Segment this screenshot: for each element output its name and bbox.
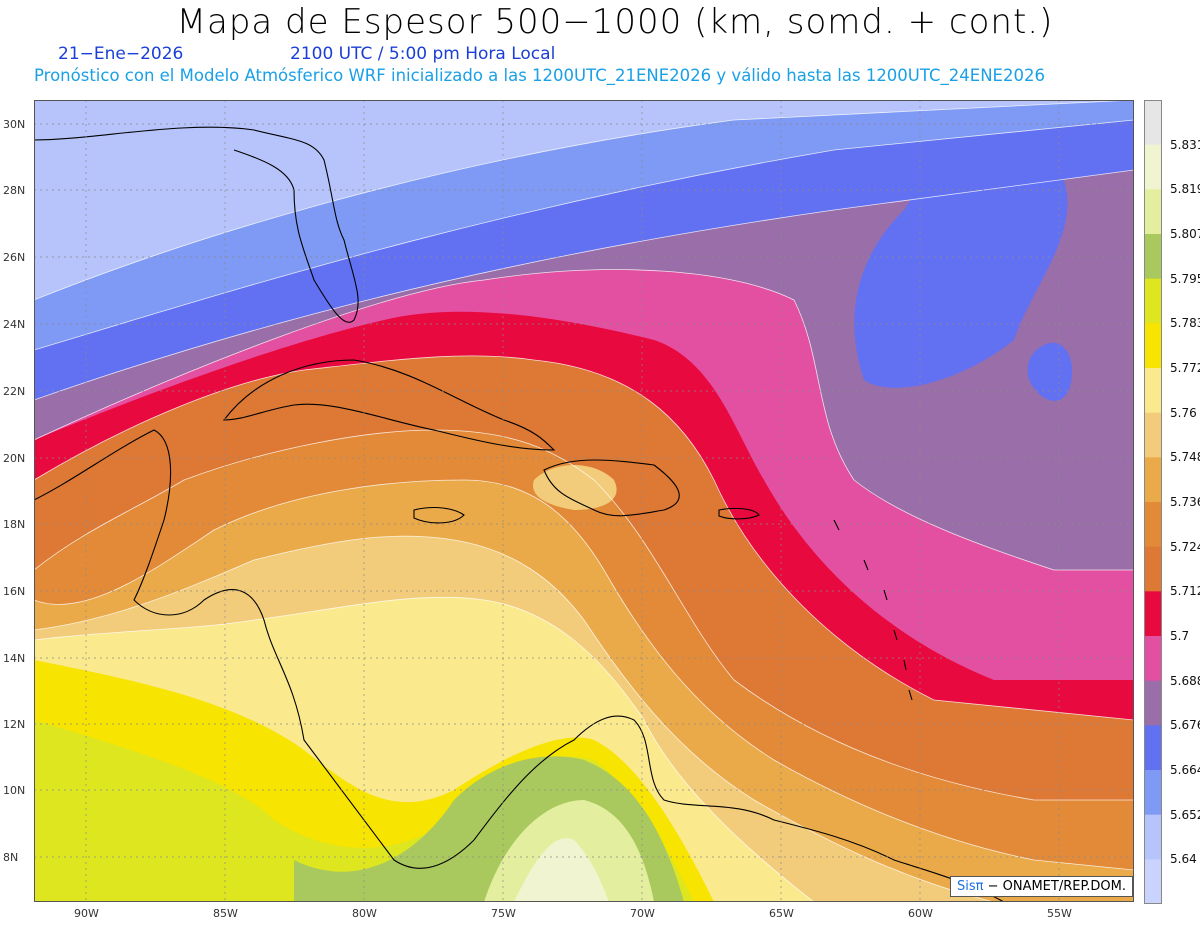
legend-swatch xyxy=(1144,189,1162,235)
lat-label: 26N xyxy=(3,251,26,264)
credit-text: − ONAMET/REP.DOM. xyxy=(983,879,1126,894)
puerto-rico-coast xyxy=(718,507,760,520)
legend-swatch xyxy=(1144,725,1162,771)
atlantic-low-small xyxy=(1027,342,1073,401)
legend-swatch xyxy=(1144,368,1162,414)
band-5819 xyxy=(514,838,609,902)
legend-value: 5.7 xyxy=(1170,629,1190,643)
lon-label: 70W xyxy=(630,907,655,920)
lon-label: 80W xyxy=(352,907,377,920)
legend-swatch xyxy=(1144,278,1162,324)
coastlines xyxy=(34,126,1005,902)
florida-coast xyxy=(34,126,359,323)
lat-label: 18N xyxy=(3,518,26,531)
lat-label: 14N xyxy=(3,652,26,665)
legend-swatch xyxy=(1144,814,1162,860)
legend-swatch xyxy=(1144,546,1162,592)
legend-value: 5.76 xyxy=(1170,405,1197,420)
thickness-map xyxy=(34,100,1134,902)
jamaica-coast xyxy=(413,506,465,524)
lesser-antilles xyxy=(833,519,913,701)
credit-brand: Sisπ xyxy=(956,879,984,894)
legend-value: 5.676 xyxy=(1170,718,1200,733)
legend-swatch xyxy=(1144,457,1162,503)
lat-label: 16N xyxy=(3,585,26,598)
legend-value: 5.748 xyxy=(1170,450,1200,465)
legend-value: 5.831 xyxy=(1170,137,1200,152)
lon-label: 55W xyxy=(1047,907,1072,920)
lat-label: 30N xyxy=(3,118,26,131)
lat-label: 24N xyxy=(3,318,26,331)
legend-value: 5.795 xyxy=(1170,271,1200,286)
legend-swatch xyxy=(1144,636,1162,682)
map-title: Mapa de Espesor 500−1000 (km, somd. + co… xyxy=(176,2,1054,42)
legend-swatch xyxy=(1144,412,1162,458)
lat-label: 8N xyxy=(3,851,19,864)
hispaniola-patch xyxy=(533,465,617,510)
hispaniola-coast xyxy=(543,459,680,517)
lon-label: 60W xyxy=(908,907,933,920)
forecast-time: 2100 UTC / 5:00 pm Hora Local xyxy=(290,44,556,64)
legend-value: 5.652 xyxy=(1170,807,1200,822)
central-america-coast xyxy=(34,429,475,869)
legend-frame xyxy=(1144,100,1162,904)
legend-swatch xyxy=(1144,502,1162,548)
lat-label: 10N xyxy=(3,784,26,797)
lon-label: 65W xyxy=(769,907,794,920)
legend-swatch xyxy=(1144,100,1162,146)
legend-swatch xyxy=(1144,591,1162,637)
legend-value: 5.807 xyxy=(1170,227,1200,241)
lat-label: 20N xyxy=(3,452,26,465)
legend-value: 5.64 xyxy=(1170,852,1197,867)
atlantic-low-lobe xyxy=(854,152,1068,388)
lat-label: 28N xyxy=(3,184,26,197)
legend-value: 5.664 xyxy=(1170,763,1200,777)
legend-swatch xyxy=(1144,770,1162,816)
lat-lon-grid xyxy=(34,100,1134,902)
credit-box: Sisπ − ONAMET/REP.DOM. xyxy=(949,876,1133,897)
legend-value: 5.736 xyxy=(1170,495,1200,509)
legend-value: 5.783 xyxy=(1170,316,1200,331)
model-info: Pronóstico con el Modelo Atmósferico WRF… xyxy=(34,66,1045,85)
legend-swatch xyxy=(1144,859,1162,904)
legend-value: 5.772 xyxy=(1170,361,1200,375)
legend-swatch xyxy=(1144,234,1162,280)
legend-value: 5.688 xyxy=(1170,673,1200,688)
legend-swatch xyxy=(1144,144,1162,190)
cuba-coast xyxy=(222,359,556,451)
legend-colorbar xyxy=(1144,100,1162,904)
forecast-date: 21−Ene−2026 xyxy=(58,44,184,64)
lon-label: 85W xyxy=(213,907,238,920)
lon-label: 75W xyxy=(491,907,516,920)
legend-swatch xyxy=(1144,680,1162,726)
lon-label: 90W xyxy=(74,907,99,920)
legend-value: 5.724 xyxy=(1170,539,1200,554)
map-frame xyxy=(34,100,1134,902)
south-america-coast xyxy=(473,715,1005,902)
legend-value: 5.819 xyxy=(1170,182,1200,197)
lat-label: 12N xyxy=(3,718,26,731)
legend-swatch xyxy=(1144,323,1162,369)
legend-value: 5.712 xyxy=(1170,584,1200,599)
lat-label: 22N xyxy=(3,385,26,398)
contour-lines xyxy=(34,100,1134,902)
